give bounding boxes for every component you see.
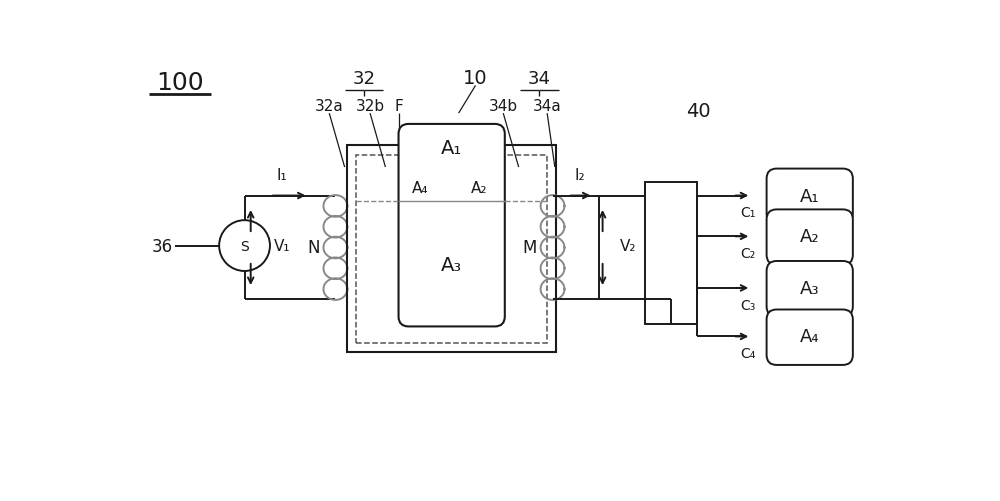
Text: M: M [522,238,537,257]
Text: A₄: A₄ [800,328,819,346]
Text: C₂: C₂ [740,247,756,261]
Text: I₁: I₁ [276,167,287,182]
FancyBboxPatch shape [767,262,853,317]
Text: A₂: A₂ [471,180,488,195]
FancyBboxPatch shape [767,210,853,266]
Text: A₄: A₄ [412,180,428,195]
FancyBboxPatch shape [399,125,505,327]
Text: 32b: 32b [355,99,385,114]
Text: 100: 100 [156,71,204,95]
FancyBboxPatch shape [767,310,853,365]
Text: 36: 36 [152,237,173,255]
Text: 40: 40 [686,102,710,121]
Text: V₂: V₂ [620,238,637,254]
Bar [347,146,556,352]
Circle shape [219,221,270,272]
Text: C₁: C₁ [740,206,756,220]
Text: S: S [240,239,249,253]
Text: C₃: C₃ [740,298,756,312]
Text: 34: 34 [528,70,551,88]
Text: 10: 10 [463,69,488,88]
Text: 32: 32 [352,70,375,88]
Text: A₃: A₃ [800,280,819,297]
Text: C₄: C₄ [740,347,756,361]
Text: 34a: 34a [533,99,562,114]
FancyBboxPatch shape [767,169,853,224]
Text: A₃: A₃ [441,256,462,275]
Text: V₁: V₁ [274,238,290,254]
Text: A₁: A₁ [441,138,462,157]
Text: 32a: 32a [315,99,344,114]
Text: A₂: A₂ [800,228,820,246]
Text: N: N [308,238,320,257]
Text: F: F [394,99,403,114]
Bar [356,155,547,343]
Bar [645,183,697,325]
Text: I₂: I₂ [575,167,586,182]
Text: 34b: 34b [489,99,518,114]
Text: A₁: A₁ [800,187,820,205]
